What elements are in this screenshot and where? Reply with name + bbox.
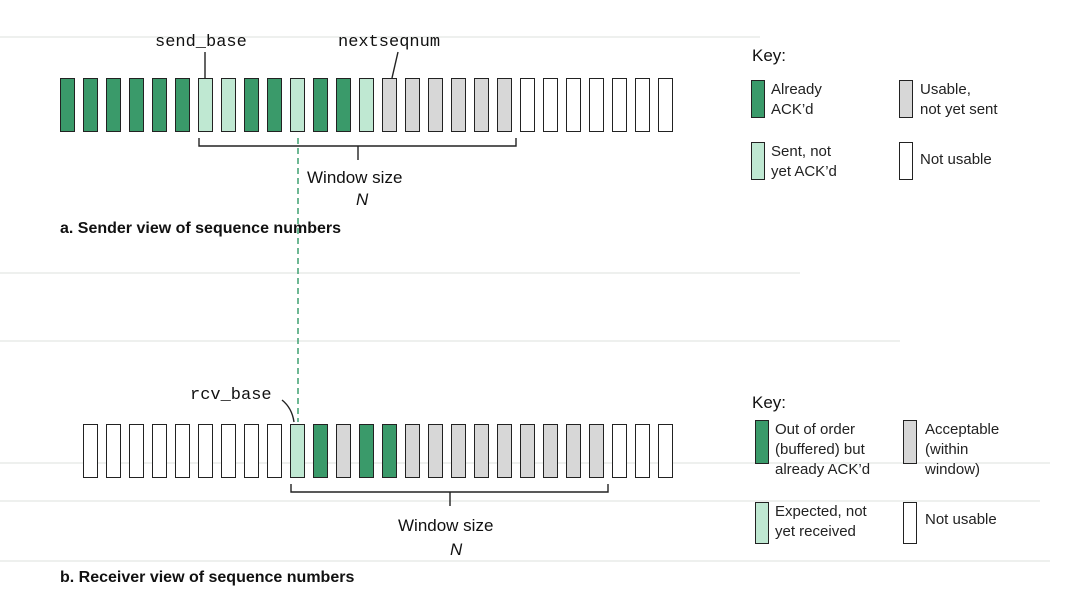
send-base-label: send_base	[155, 33, 247, 52]
sender-cell-acked	[175, 78, 190, 132]
receiver-cell-usable	[474, 424, 489, 478]
nextseqnum-pointer	[391, 51, 399, 79]
receiver-cell-notusable	[152, 424, 167, 478]
sender-window-size-label: Window size	[307, 168, 403, 187]
receiver-cell-usable	[428, 424, 443, 478]
key-text-sent-not-acked: Sent, not yet ACK’d	[771, 143, 837, 180]
scan-texture	[0, 500, 1040, 502]
receiver-cell-usable	[589, 424, 604, 478]
receiver-cell-usable	[520, 424, 535, 478]
receiver-cell-notusable	[83, 424, 98, 478]
receiver-cell-notusable	[198, 424, 213, 478]
receiver-cell-outoforder	[359, 424, 374, 478]
nextseqnum-label: nextseqnum	[338, 33, 441, 52]
receiver-cell-usable	[336, 424, 351, 478]
key-swatch-acceptable	[903, 420, 917, 464]
key-swatch-already-acked	[751, 80, 765, 118]
key-text-expected: Expected, not yet received	[775, 503, 867, 540]
key-text-out-of-order: Out of order (buffered) but already ACK’d	[775, 421, 871, 478]
scan-texture	[0, 340, 900, 342]
key-swatch-sent-not-acked	[751, 142, 765, 180]
sender-cell-notusable	[612, 78, 627, 132]
key-text-acceptable: Acceptable (within window)	[925, 421, 1000, 478]
sender-caption: a. Sender view of sequence numbers	[60, 220, 341, 237]
sender-cell-sent	[198, 78, 213, 132]
key-text-not-usable: Not usable	[920, 151, 992, 168]
receiver-cell-usable	[566, 424, 581, 478]
receiver-cell-notusable	[221, 424, 236, 478]
scan-texture	[0, 560, 1050, 562]
sender-cell-sent	[290, 78, 305, 132]
sender-key-title: Key:	[752, 46, 787, 65]
sender-cell-notusable	[658, 78, 673, 132]
receiver-key-title: Key:	[752, 393, 787, 412]
receiver-window-n-symbol: N	[450, 540, 463, 559]
receiver-cell-expected	[290, 424, 305, 478]
key-swatch-out-of-order	[755, 420, 769, 464]
sender-cell-acked	[106, 78, 121, 132]
sender-cell-usable	[382, 78, 397, 132]
sender-cell-notusable	[589, 78, 604, 132]
receiver-caption: b. Receiver view of sequence numbers	[60, 569, 355, 586]
key-swatch-usable	[899, 80, 913, 118]
scan-texture	[0, 36, 760, 38]
rcv-base-label: rcv_base	[190, 386, 272, 405]
sender-cell-acked	[336, 78, 351, 132]
receiver-window-size-label: Window size	[398, 516, 494, 535]
sender-window-n-symbol: N	[356, 190, 369, 209]
sender-cell-usable	[428, 78, 443, 132]
receiver-cell-notusable	[658, 424, 673, 478]
sender-cell-sent	[359, 78, 374, 132]
key-text-receiver-not-usable: Not usable	[925, 511, 997, 528]
key-text-usable: Usable, not yet sent	[920, 81, 998, 118]
receiver-cell-notusable	[106, 424, 121, 478]
receiver-cell-notusable	[175, 424, 190, 478]
key-swatch-expected	[755, 502, 769, 544]
sender-cell-acked	[83, 78, 98, 132]
receiver-cell-usable	[405, 424, 420, 478]
key-swatch-not-usable	[899, 142, 913, 180]
receiver-cell-notusable	[267, 424, 282, 478]
sender-cell-usable	[474, 78, 489, 132]
sender-cell-acked	[152, 78, 167, 132]
sender-cell-notusable	[566, 78, 581, 132]
receiver-cell-outoforder	[313, 424, 328, 478]
receiver-cell-notusable	[129, 424, 144, 478]
scan-texture	[0, 272, 800, 274]
key-swatch-receiver-not-usable	[903, 502, 917, 544]
rcv-base-pointer	[281, 399, 295, 423]
sender-cell-sent	[221, 78, 236, 132]
sender-cell-usable	[405, 78, 420, 132]
sender-window-bracket	[198, 138, 517, 147]
sender-cell-usable	[451, 78, 466, 132]
sender-cell-acked	[313, 78, 328, 132]
receiver-cell-usable	[543, 424, 558, 478]
sender-cell-notusable	[543, 78, 558, 132]
sender-cell-acked	[267, 78, 282, 132]
sender-cell-acked	[244, 78, 259, 132]
sender-cell-notusable	[520, 78, 535, 132]
receiver-cell-usable	[451, 424, 466, 478]
sender-cell-acked	[60, 78, 75, 132]
receiver-cell-outoforder	[382, 424, 397, 478]
receiver-cell-usable	[497, 424, 512, 478]
receiver-window-bracket	[290, 484, 609, 493]
receiver-cell-notusable	[635, 424, 650, 478]
sender-cell-notusable	[635, 78, 650, 132]
sender-cell-acked	[129, 78, 144, 132]
receiver-cell-notusable	[244, 424, 259, 478]
sender-cell-usable	[497, 78, 512, 132]
key-text-already-acked: Already ACK’d	[771, 81, 822, 118]
receiver-cell-notusable	[612, 424, 627, 478]
